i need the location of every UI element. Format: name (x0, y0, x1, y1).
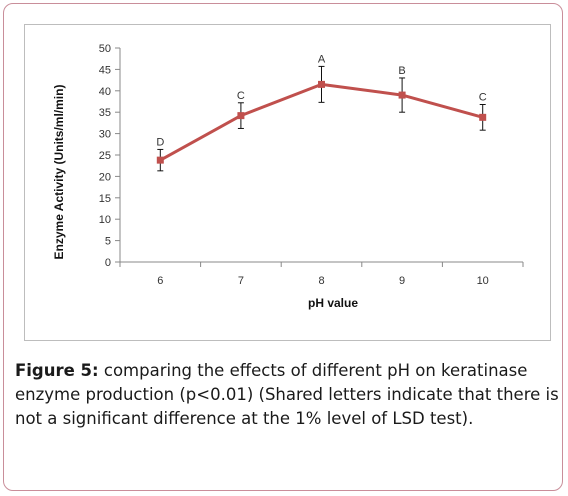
significance-letter: D (156, 136, 164, 148)
y-tick-label: 45 (99, 64, 111, 76)
caption-text: comparing the effects of different pH on… (15, 361, 559, 428)
y-tick-label: 10 (99, 214, 111, 226)
x-tick-label: 8 (318, 275, 324, 287)
significance-letter: C (237, 90, 245, 102)
data-point (156, 156, 164, 164)
x-tick-label: 10 (477, 275, 489, 287)
y-tick-label: 50 (99, 43, 111, 55)
x-tick-label: 6 (157, 275, 163, 287)
data-point (318, 80, 325, 88)
line-chart: Enzyme Activity (Units/ml/min) pH value … (52, 43, 524, 310)
y-tick-label: 25 (99, 150, 111, 162)
figure-frame: Enzyme Activity (Units/ml/min) pH value … (3, 3, 563, 491)
significance-letter: A (318, 53, 326, 65)
data-point (479, 113, 487, 121)
y-tick-label: 5 (105, 236, 111, 248)
y-tick-label: 40 (99, 86, 111, 98)
chart-area: Enzyme Activity (Units/ml/min) pH value … (24, 24, 551, 341)
y-axis-label: Enzyme Activity (Units/ml/min) (52, 85, 66, 260)
significance-letter: B (398, 65, 405, 77)
caption-lead: Figure 5: (15, 361, 99, 380)
x-tick-label: 7 (238, 275, 244, 287)
x-tick-label: 9 (399, 275, 405, 287)
figure-caption: Figure 5: comparing the effects of diffe… (15, 359, 560, 431)
x-axis-label: pH value (308, 296, 358, 310)
y-tick-label: 35 (99, 107, 111, 119)
significance-letter: C (479, 91, 487, 103)
data-point (237, 112, 245, 120)
data-point (398, 91, 406, 99)
y-tick-label: 15 (99, 193, 111, 205)
y-tick-label: 30 (99, 129, 111, 141)
y-tick-label: 0 (105, 257, 111, 269)
y-tick-label: 20 (99, 171, 111, 183)
